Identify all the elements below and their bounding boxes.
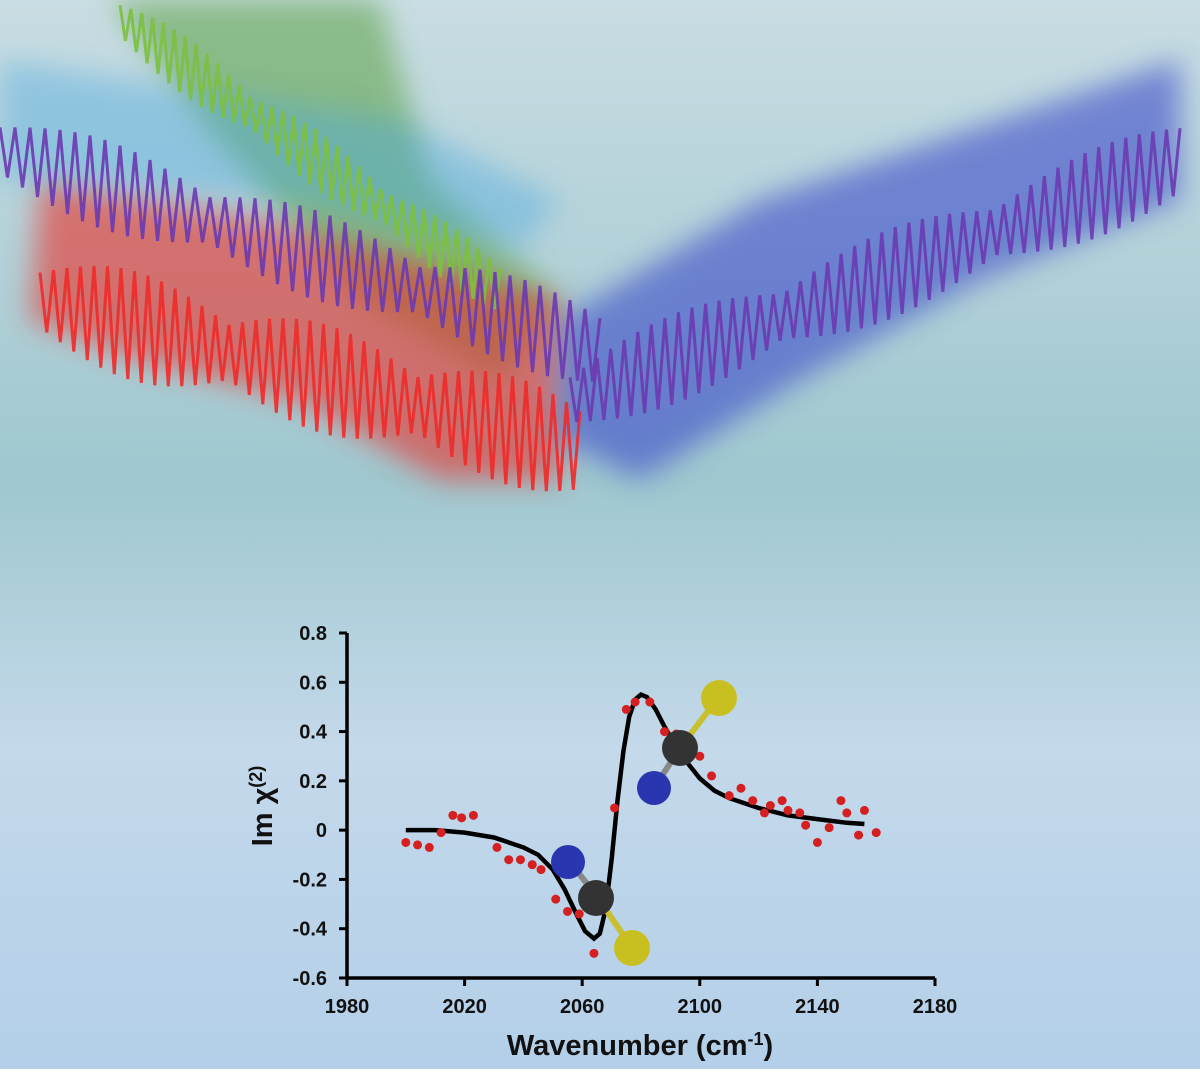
y-axis-label: Im χ(2) xyxy=(246,766,279,847)
decoration xyxy=(0,0,1182,492)
data-point xyxy=(527,860,537,870)
data-point xyxy=(551,894,561,904)
data-point xyxy=(801,820,811,830)
atom-s xyxy=(614,930,650,966)
data-point xyxy=(871,828,881,838)
data-point xyxy=(515,855,525,865)
atom-c xyxy=(662,730,698,766)
y-label-superscript: (2) xyxy=(246,766,266,788)
atom-s xyxy=(701,680,737,716)
data-point xyxy=(660,727,670,737)
plot: -0.6 -0.4 -0.2 0 0.2 0.4 0.6 0.8 1980 2020 2060 210… xyxy=(293,623,958,1018)
data-point xyxy=(859,805,869,815)
data-point xyxy=(536,865,546,875)
data-point xyxy=(748,796,758,806)
data-point xyxy=(836,796,846,806)
data-point xyxy=(468,810,478,820)
data-point xyxy=(448,810,458,820)
x-axis-label: Wavenumber (cm-1) xyxy=(507,1029,773,1062)
data-point xyxy=(707,771,717,781)
y-label-text: Im χ xyxy=(247,787,279,846)
data-point xyxy=(589,948,599,958)
y-tick-label: -0.2 xyxy=(293,869,327,891)
data-point xyxy=(645,697,655,707)
data-point xyxy=(777,796,787,806)
data-point xyxy=(492,842,502,852)
y-tick-label: 0 xyxy=(316,820,327,842)
atom-n xyxy=(637,771,671,805)
x-tick-label: 2020 xyxy=(442,996,487,1018)
x-tick-label: 2100 xyxy=(678,996,723,1018)
data-point xyxy=(436,828,446,838)
data-point xyxy=(621,704,631,714)
data-point xyxy=(504,855,514,865)
y-tick-label: 0.4 xyxy=(299,722,328,744)
data-point xyxy=(563,906,572,916)
data-point xyxy=(812,837,822,847)
wave xyxy=(38,265,582,492)
data-point xyxy=(574,909,584,919)
y-tick-label: 0.6 xyxy=(299,672,327,694)
wave xyxy=(118,4,502,310)
data-point xyxy=(401,837,411,847)
data-point xyxy=(842,808,852,818)
x-tick-label: 2060 xyxy=(560,996,605,1018)
y-tick-label: -0.6 xyxy=(293,968,327,990)
wave xyxy=(568,128,1182,423)
x-tick-label: 2140 xyxy=(795,996,840,1018)
data-point xyxy=(457,813,467,823)
data-point xyxy=(695,751,705,761)
y-tick-label: 0.8 xyxy=(299,623,327,645)
data-point xyxy=(724,791,734,801)
data-point xyxy=(424,842,434,852)
x-label-superscript: -1 xyxy=(747,1029,763,1049)
y-tick-label: -0.4 xyxy=(293,919,328,941)
data-point xyxy=(413,840,423,850)
x-tick-label: 1980 xyxy=(325,996,370,1018)
data-point xyxy=(795,808,805,818)
data-point xyxy=(736,783,746,793)
atom-c xyxy=(578,880,614,916)
data-point xyxy=(824,823,834,833)
wave xyxy=(0,127,602,382)
data-point xyxy=(610,803,620,813)
data-point xyxy=(765,801,775,810)
molecule xyxy=(551,680,737,966)
data-point xyxy=(759,808,769,818)
cyan-glow xyxy=(0,60,560,250)
data-point xyxy=(783,805,793,815)
atom-n xyxy=(551,845,585,879)
data-point xyxy=(630,697,640,707)
data-point xyxy=(854,830,864,840)
x-label-text: Wavenumber (cm xyxy=(507,1030,748,1062)
x-tick-label: 2180 xyxy=(913,996,958,1018)
x-label-suffix: ) xyxy=(764,1030,774,1062)
y-tick-label: 0.2 xyxy=(299,771,327,793)
